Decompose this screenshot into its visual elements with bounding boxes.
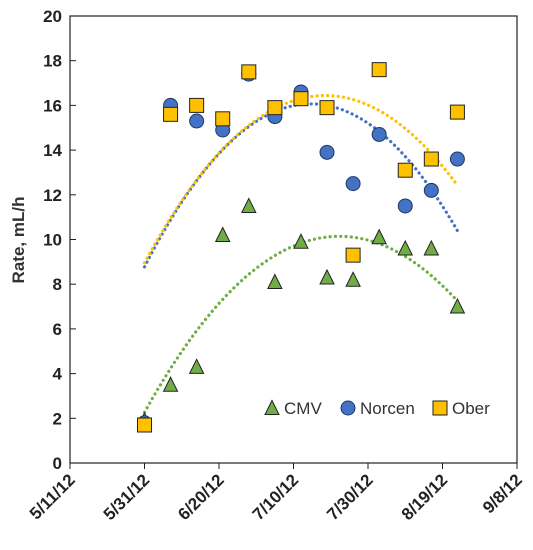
x-tick-label: 5/31/12 xyxy=(100,470,154,524)
plot-border xyxy=(69,15,518,464)
trendline-cmv xyxy=(142,234,459,415)
point-ober xyxy=(189,97,205,113)
y-tick-label: 12 xyxy=(43,186,62,205)
point-ober xyxy=(241,64,257,80)
y-tick-label: 20 xyxy=(43,7,62,26)
point-norcen xyxy=(345,176,361,192)
legend-label-norcen: Norcen xyxy=(360,399,415,418)
point-cmv xyxy=(371,228,387,245)
point-ober xyxy=(397,162,413,178)
x-tick-label: 8/19/12 xyxy=(398,470,452,524)
x-tick-label: 7/30/12 xyxy=(323,470,377,524)
data-points xyxy=(136,62,466,433)
point-ober xyxy=(267,100,283,116)
point-cmv xyxy=(214,226,231,243)
legend-marker-cmv xyxy=(264,399,280,415)
x-tick-label: 5/11/12 xyxy=(26,470,79,523)
point-ober xyxy=(371,62,387,78)
point-ober xyxy=(163,106,179,122)
y-tick-label: 18 xyxy=(43,52,62,71)
point-ober xyxy=(293,91,309,107)
y-tick-label: 4 xyxy=(53,365,63,384)
y-tick-label: 6 xyxy=(53,320,62,339)
point-cmv xyxy=(449,297,466,314)
point-cmv xyxy=(293,233,309,249)
point-cmv xyxy=(240,197,257,213)
legend-marker-ober xyxy=(432,400,448,416)
y-tick-label: 16 xyxy=(43,96,62,115)
point-norcen xyxy=(189,113,205,129)
y-tick-label: 10 xyxy=(43,231,62,250)
point-norcen xyxy=(319,144,335,160)
point-cmv xyxy=(423,239,440,256)
x-tick-label: 6/20/12 xyxy=(174,470,228,524)
point-cmv xyxy=(188,358,205,374)
point-cmv xyxy=(397,239,414,256)
y-tick-label: 14 xyxy=(43,141,62,160)
point-ober xyxy=(345,247,361,263)
x-axis-ticks: 5/11/12 5/31/12 6/20/12 7/10/12 7/30/12 8/19/… xyxy=(26,463,526,524)
y-tick-label: 2 xyxy=(53,409,62,428)
x-tick-label: 9/8/12 xyxy=(479,470,526,517)
y-axis-title: Rate, mL/h xyxy=(9,197,28,284)
point-cmv xyxy=(319,268,335,285)
legend-label-cmv: CMV xyxy=(284,399,322,418)
point-ober xyxy=(137,417,152,433)
point-ober xyxy=(449,104,465,120)
point-norcen xyxy=(397,198,413,214)
y-tick-label: 8 xyxy=(53,275,62,294)
point-cmv xyxy=(162,376,179,392)
point-ober xyxy=(319,100,335,116)
point-ober xyxy=(215,111,231,127)
y-axis-ticks: 0 2 4 6 8 10 12 14 16 18 20 xyxy=(43,7,76,473)
point-cmv xyxy=(345,271,361,287)
point-cmv xyxy=(267,273,283,289)
legend: CMV Norcen Ober xyxy=(264,399,490,418)
point-norcen xyxy=(449,151,465,167)
point-norcen xyxy=(423,182,439,198)
y-tick-label: 0 xyxy=(53,454,62,473)
legend-marker-norcen xyxy=(340,400,356,416)
x-tick-label: 7/10/12 xyxy=(249,470,303,524)
point-ober xyxy=(423,151,439,167)
point-norcen xyxy=(371,126,387,142)
legend-label-ober: Ober xyxy=(452,399,490,418)
plot-frame xyxy=(69,15,518,464)
